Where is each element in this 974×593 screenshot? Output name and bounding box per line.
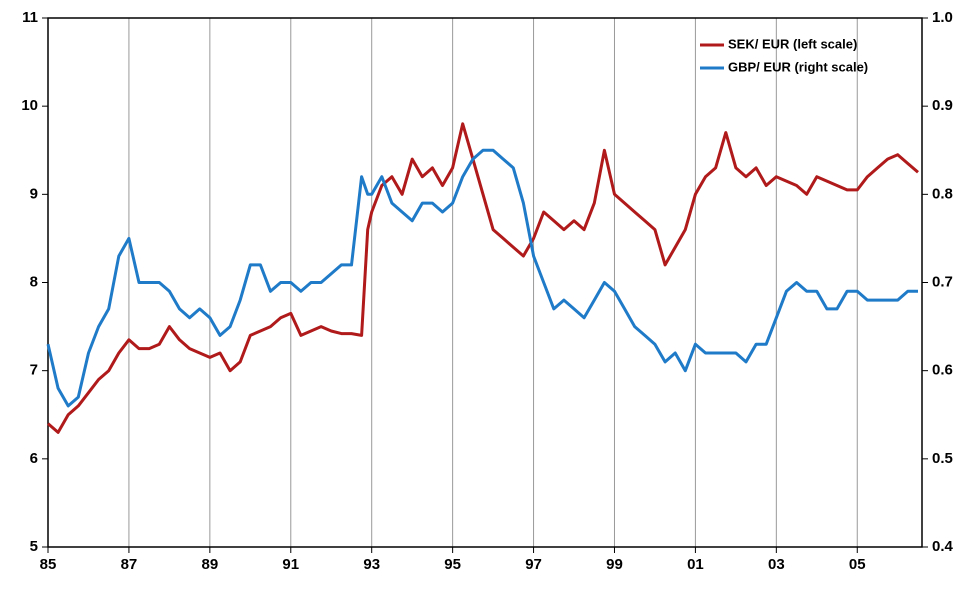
y-tick-label: 10 — [21, 97, 38, 114]
y2-tick-label: 0.4 — [932, 538, 954, 555]
y-tick-label: 7 — [30, 362, 38, 379]
series-line — [47, 122, 919, 434]
y2-tick-label: 0.6 — [932, 362, 953, 379]
x-tick-label: 01 — [687, 556, 704, 573]
x-tick-label: 05 — [849, 556, 866, 573]
y2-tick-label: 0.5 — [932, 450, 953, 467]
x-tick-label: 85 — [40, 556, 57, 573]
y2-tick-label: 0.7 — [932, 273, 953, 290]
y2-tick-label: 0.9 — [932, 97, 953, 114]
x-tick-label: 87 — [121, 556, 138, 573]
y-tick-label: 11 — [22, 9, 38, 26]
y2-tick-label: 1.0 — [932, 9, 953, 26]
x-tick-label: 93 — [363, 556, 380, 573]
x-tick-label: 89 — [202, 556, 219, 573]
legend-label: SEK/ EUR (left scale) — [728, 36, 857, 51]
y-tick-label: 6 — [30, 450, 38, 467]
x-tick-label: 95 — [444, 556, 461, 573]
y-tick-label: 9 — [30, 185, 38, 202]
legend-label: GBP/ EUR (right scale) — [728, 59, 868, 74]
x-tick-label: 99 — [606, 556, 623, 573]
x-tick-label: 97 — [525, 556, 542, 573]
x-tick-label: 03 — [768, 556, 785, 573]
y2-tick-label: 0.8 — [932, 185, 953, 202]
plot-frame — [47, 17, 923, 548]
series-line — [46, 148, 918, 408]
y-tick-label: 5 — [30, 538, 38, 555]
y-tick-label: 8 — [30, 273, 38, 290]
x-tick-label: 91 — [282, 556, 299, 573]
